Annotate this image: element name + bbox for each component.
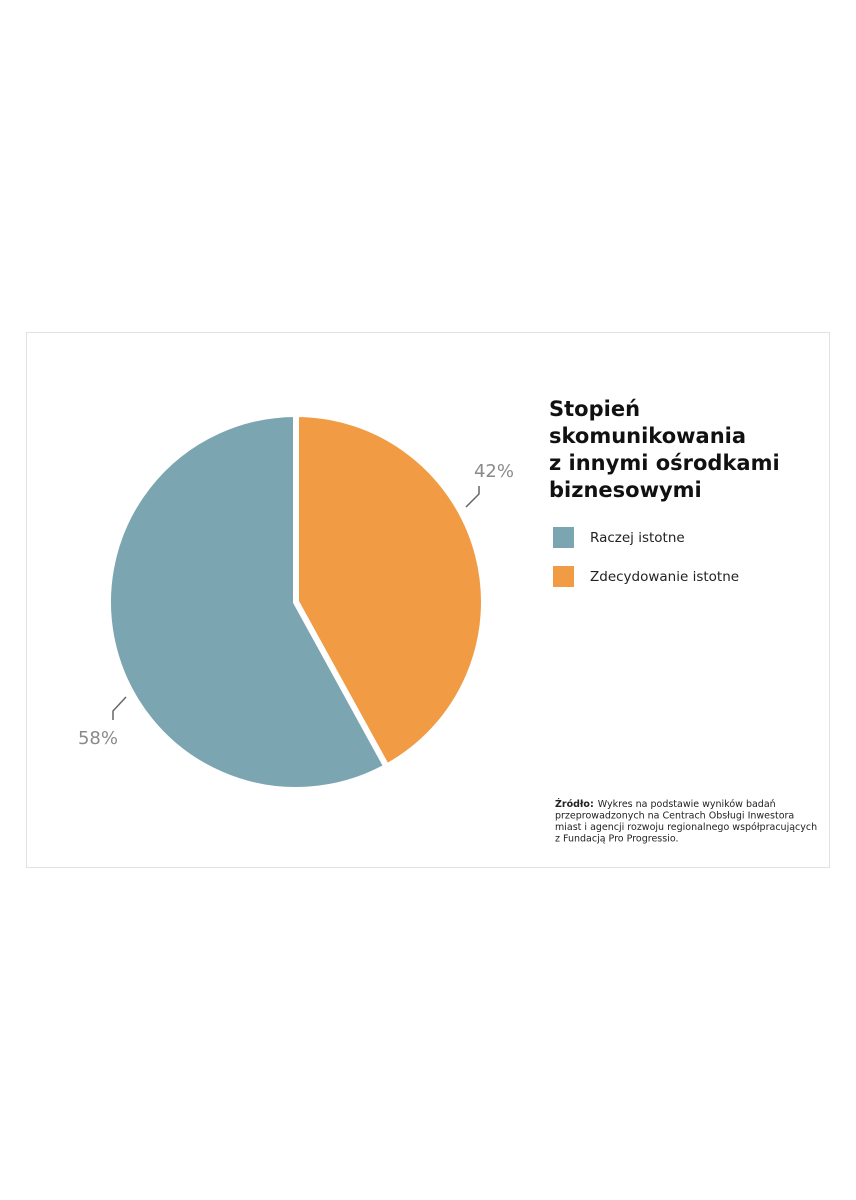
source-note: przeprowadzonych na Centrach Obsługi Inw… [555,811,794,822]
data-label: 42% [474,461,514,482]
source-note: miast i agencji rozwoju regionalnego wsp… [555,822,817,833]
chart-title: Stopień [549,397,640,421]
leader-line [112,696,127,720]
pie-slice [293,410,487,771]
chart-title: biznesowymi [549,478,702,502]
chart-title: skomunikowania [549,424,746,448]
leader-line [465,486,480,508]
pie-slice [105,410,391,793]
legend-swatch [553,566,574,587]
source-note: Źródło: Wykres na podstawie wyników badań [555,798,776,810]
source-text: Wykres na podstawie wyników badań [598,799,776,810]
chart-title: z innymi ośrodkami [549,451,780,475]
legend-label: Zdecydowanie istotne [590,569,739,585]
legend-label: Raczej istotne [590,530,685,546]
source-label: Źródło: [555,798,594,810]
source-note: z Fundacją Pro Progressio. [555,834,679,845]
data-label: 58% [78,728,118,749]
legend-swatch [553,527,574,548]
